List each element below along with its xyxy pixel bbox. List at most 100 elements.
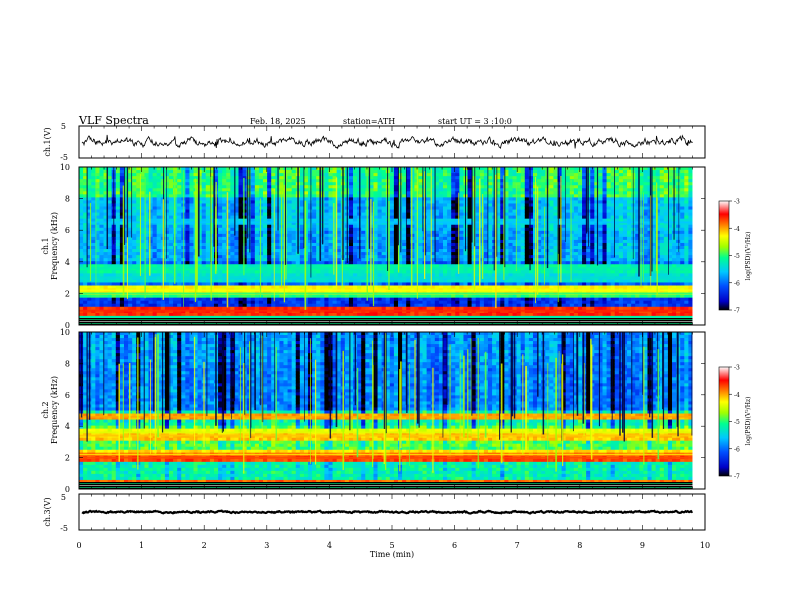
spectrogram-cell (263, 221, 268, 226)
spectrogram-cell (377, 176, 383, 180)
spectrogram-cell (119, 206, 125, 210)
spectrogram-cell (83, 209, 88, 213)
spectrogram-cell (402, 239, 407, 244)
spectrogram-cell (447, 233, 452, 238)
spectrogram-cell (242, 239, 248, 244)
spectrogram-cell (279, 167, 284, 171)
spectrogram-cell (230, 242, 235, 247)
spectrogram-cell (422, 285, 428, 289)
spectrogram-cell (254, 246, 260, 250)
spectrogram-cell (418, 306, 423, 311)
spectrogram-cell (353, 279, 358, 283)
spectrogram-cell (209, 209, 215, 213)
spectrogram-cell (152, 297, 158, 302)
spectrogram-cell (168, 285, 174, 289)
spectrogram-cell (234, 270, 239, 274)
spectrogram-cell (168, 255, 174, 259)
spectrogram-cell (369, 218, 374, 223)
spectrogram-cell (103, 294, 109, 299)
spectrogram-cell (197, 182, 203, 186)
spectrogram-cell (434, 285, 440, 289)
spectrogram-cell (336, 239, 342, 244)
spectrogram-cell (128, 255, 133, 259)
spectrogram-cell (209, 170, 215, 174)
spectrogram-cell (107, 264, 113, 268)
ch1-ytick-bottom: -5 (60, 153, 68, 162)
spectrogram-cell (438, 279, 444, 283)
spectrogram-cell (95, 215, 100, 220)
spectrogram-cell (434, 258, 440, 262)
spectrogram-cell (83, 212, 88, 217)
spectrogram-cell (287, 297, 293, 302)
spectrogram-cell (107, 297, 113, 302)
spectrogram-cell (246, 303, 252, 308)
spectrogram-cell (197, 306, 203, 311)
spectrogram-cell (361, 200, 366, 204)
spectrogram-cell (226, 246, 231, 250)
spectrogram-cell (79, 285, 84, 289)
spectrogram-cell (136, 306, 141, 311)
spectrogram-cell (438, 312, 444, 317)
spectrogram-cell (201, 282, 207, 286)
spectrogram-cell (87, 182, 92, 186)
spectrogram-cell (389, 261, 395, 265)
spectrogram-cell (455, 170, 460, 174)
spectrogram-cell (418, 261, 423, 265)
spectrogram-cell (263, 255, 268, 259)
spectrogram-cell (148, 176, 154, 180)
spectrogram-cell (328, 233, 333, 238)
spectrogram-cell (152, 279, 158, 283)
spectrogram-cell (332, 297, 338, 302)
spectrogram-cell (402, 285, 407, 289)
spectrogram-cell (369, 312, 374, 317)
spectrogram-cell (328, 170, 333, 174)
spectrogram-cell (393, 303, 399, 308)
spectrogram-cell (287, 255, 293, 259)
spectrogram-cell (197, 300, 203, 305)
spectrogram-cell (140, 294, 145, 299)
spectrogram-cell (177, 203, 182, 207)
spectrogram-cell (115, 191, 121, 195)
spectrogram-cell (271, 273, 276, 277)
spectrogram-cell (197, 264, 203, 268)
spectrogram-cell (455, 236, 460, 241)
spectrogram-cell (246, 191, 252, 195)
spectrogram-cell (140, 255, 145, 259)
spectrogram-cell (254, 173, 260, 177)
spectrogram-cell (168, 185, 174, 189)
spectrogram-cell (123, 285, 129, 289)
spectrogram-cell (87, 179, 92, 183)
spectrogram-cell (222, 249, 227, 253)
spectrogram-cell (373, 279, 378, 283)
spectrogram-cell (91, 312, 96, 317)
spectrogram-cell (426, 306, 432, 311)
spectrogram-cell (328, 206, 333, 210)
spectrogram-cell (357, 297, 362, 302)
spectrogram-cell (328, 209, 333, 213)
spectrogram-cell (398, 188, 403, 192)
spectrogram-cell (246, 197, 252, 201)
spectrogram-cell (246, 188, 252, 192)
spectrogram-cell (238, 212, 243, 217)
spectrogram-cell (447, 167, 452, 171)
spectrogram-cell (402, 233, 407, 238)
spectrogram-cell (197, 282, 203, 286)
spectrogram-cell (434, 242, 440, 247)
spectrogram-cell (79, 194, 84, 198)
spectrogram-cell (189, 279, 194, 283)
spectrogram-cell (320, 249, 325, 253)
spectrogram-cell (406, 294, 411, 299)
spectrogram-cell (258, 236, 264, 241)
spectrogram-cell (373, 212, 378, 217)
spectrogram-cell (119, 176, 125, 180)
spectrogram-cell (107, 230, 113, 235)
spectrogram-cell (201, 206, 207, 210)
spectrogram-cell (316, 179, 321, 183)
spectrogram-cell (103, 239, 109, 244)
spectrogram-cell (144, 261, 149, 265)
spectrogram-cell (83, 312, 88, 317)
spectrogram-cell (455, 282, 460, 286)
spectrogram-cell (348, 209, 354, 213)
spectrogram-cell (308, 252, 313, 256)
spectrogram-cell (246, 224, 252, 229)
